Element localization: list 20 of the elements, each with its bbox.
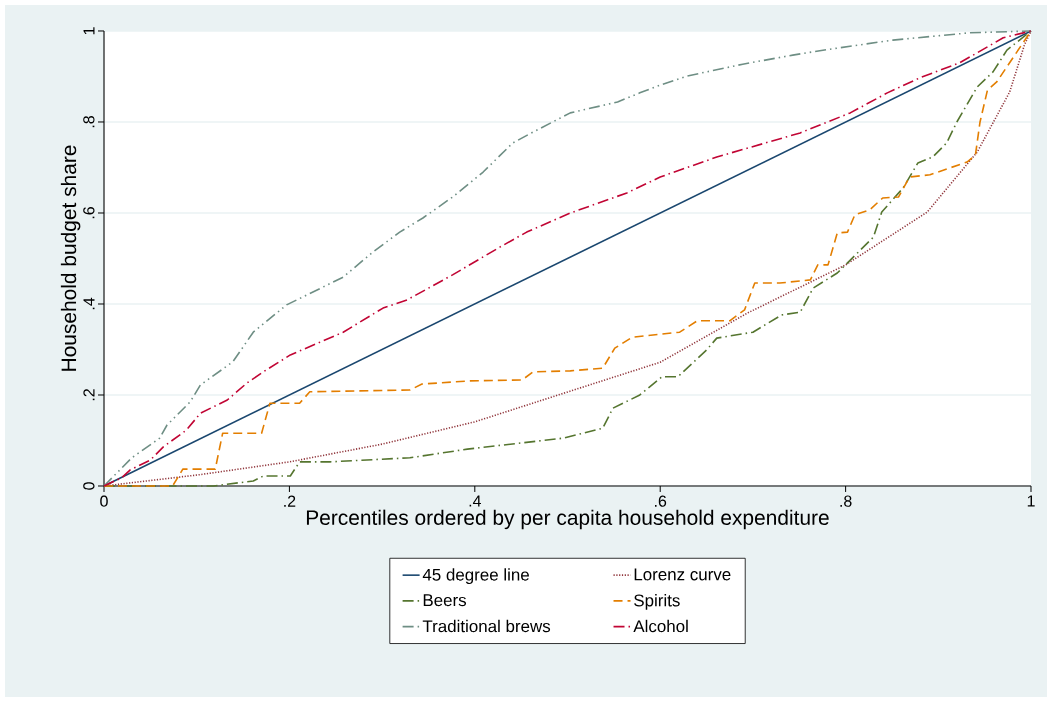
legend-label: 45 degree line [422, 568, 529, 585]
legend-label: Spirits [634, 594, 680, 610]
y-tick-label: 0 [83, 482, 95, 490]
x-tick-label: .4 [469, 495, 481, 507]
y-tick-label: 1 [83, 27, 95, 35]
x-tick-label: .6 [655, 495, 667, 507]
y-axis-title: Household budget share [60, 145, 81, 371]
y-tick-label: .2 [83, 389, 95, 401]
x-tick-label: .2 [284, 495, 296, 507]
x-axis-title: Percentiles ordered by per capita household expenditure [306, 509, 829, 530]
y-tick-label: .4 [83, 297, 95, 310]
legend-label: Lorenz curve [634, 568, 731, 581]
y-tick-label: .6 [83, 207, 95, 219]
x-tick-label: 1 [1027, 495, 1035, 507]
legend-label: Alcohol [633, 619, 688, 633]
x-tick-label: 0 [100, 495, 108, 507]
legend-label: Beers [423, 594, 467, 607]
y-tick-label: .8 [83, 116, 95, 128]
x-tick-label: .8 [840, 495, 852, 507]
legend-label: Traditional brews [422, 619, 551, 633]
